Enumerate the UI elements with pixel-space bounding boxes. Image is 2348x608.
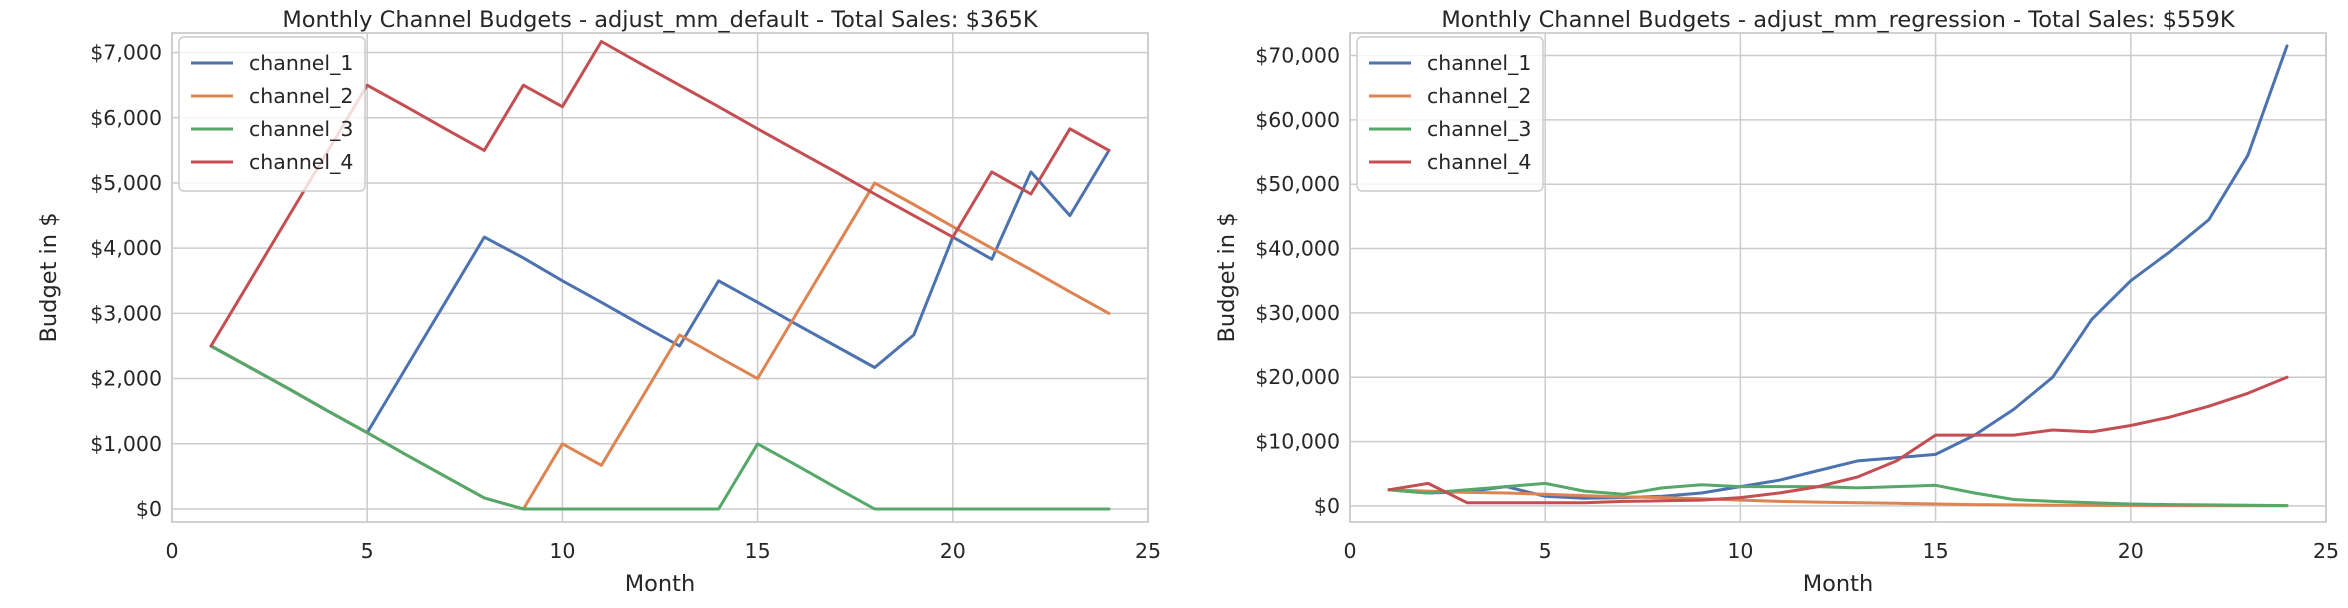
- x-tick-label: 10: [549, 539, 575, 563]
- legend-label: channel_4: [1427, 150, 1531, 175]
- chart-title: Monthly Channel Budgets - adjust_mm_regr…: [1441, 7, 2236, 33]
- y-tick-label: $0: [136, 497, 162, 521]
- x-tick-label: 20: [940, 539, 966, 563]
- legend: channel_1 channel_2 channel_3 channel_4: [178, 36, 366, 192]
- x-tick-label: 20: [2118, 539, 2144, 563]
- legend-label: channel_1: [249, 51, 353, 76]
- y-axis-label: Budget in $: [36, 212, 62, 342]
- x-tick-label: 15: [1923, 539, 1949, 563]
- y-tick-label: $1,000: [90, 432, 162, 456]
- legend: channel_1 channel_2 channel_3 channel_4: [1356, 36, 1544, 192]
- y-tick-label: $0: [1314, 494, 1340, 518]
- y-tick-label: $10,000: [1255, 430, 1340, 454]
- y-tick-label: $7,000: [90, 41, 162, 65]
- x-tick-label: 0: [165, 539, 178, 563]
- x-tick-label: 25: [2313, 539, 2339, 563]
- legend-label: channel_3: [1427, 117, 1531, 142]
- y-tick-label: $30,000: [1255, 301, 1340, 325]
- x-tick-label: 10: [1727, 539, 1753, 563]
- y-tick-label: $3,000: [90, 301, 162, 325]
- series-line-channel_3: [1387, 481, 2289, 508]
- series-line-channel_3: [209, 344, 1111, 511]
- legend-label: channel_2: [249, 84, 353, 109]
- x-tick-label: 5: [361, 539, 374, 563]
- legend-box: [1356, 36, 1544, 192]
- x-axis-label: Month: [1803, 571, 1874, 597]
- x-axis-label: Month: [625, 571, 696, 597]
- legend-label: channel_2: [1427, 84, 1531, 109]
- y-tick-label: $4,000: [90, 236, 162, 260]
- y-tick-label: $60,000: [1255, 108, 1340, 132]
- legend-box: [178, 36, 366, 192]
- y-tick-label: $2,000: [90, 367, 162, 391]
- x-tick-label: 15: [745, 539, 771, 563]
- y-tick-label: $20,000: [1255, 365, 1340, 389]
- x-tick-label: 0: [1343, 539, 1356, 563]
- series-line-channel_4: [1387, 375, 2289, 505]
- y-tick-label: $6,000: [90, 106, 162, 130]
- chart-panel-1: 0 5 10 15 20 25 $0 $1,000 $2,000 $3,000 $4,000 $5,0…: [36, 7, 1161, 597]
- chart-title: Monthly Channel Budgets - adjust_mm_defa…: [282, 7, 1038, 33]
- legend-label: channel_4: [249, 150, 353, 175]
- y-axis-label: Budget in $: [1214, 212, 1240, 342]
- y-tick-label: $70,000: [1255, 44, 1340, 68]
- x-tick-label: 25: [1135, 539, 1161, 563]
- legend-label: channel_3: [249, 117, 353, 142]
- legend-label: channel_1: [1427, 51, 1531, 76]
- x-tick-label: 5: [1539, 539, 1552, 563]
- chart-panel-2: 0 5 10 15 20 25 $0 $10,000 $20,000 $30,000 $40,000…: [1214, 7, 2339, 597]
- y-tick-label: $5,000: [90, 171, 162, 195]
- y-tick-label: $50,000: [1255, 172, 1340, 196]
- y-tick-label: $40,000: [1255, 237, 1340, 261]
